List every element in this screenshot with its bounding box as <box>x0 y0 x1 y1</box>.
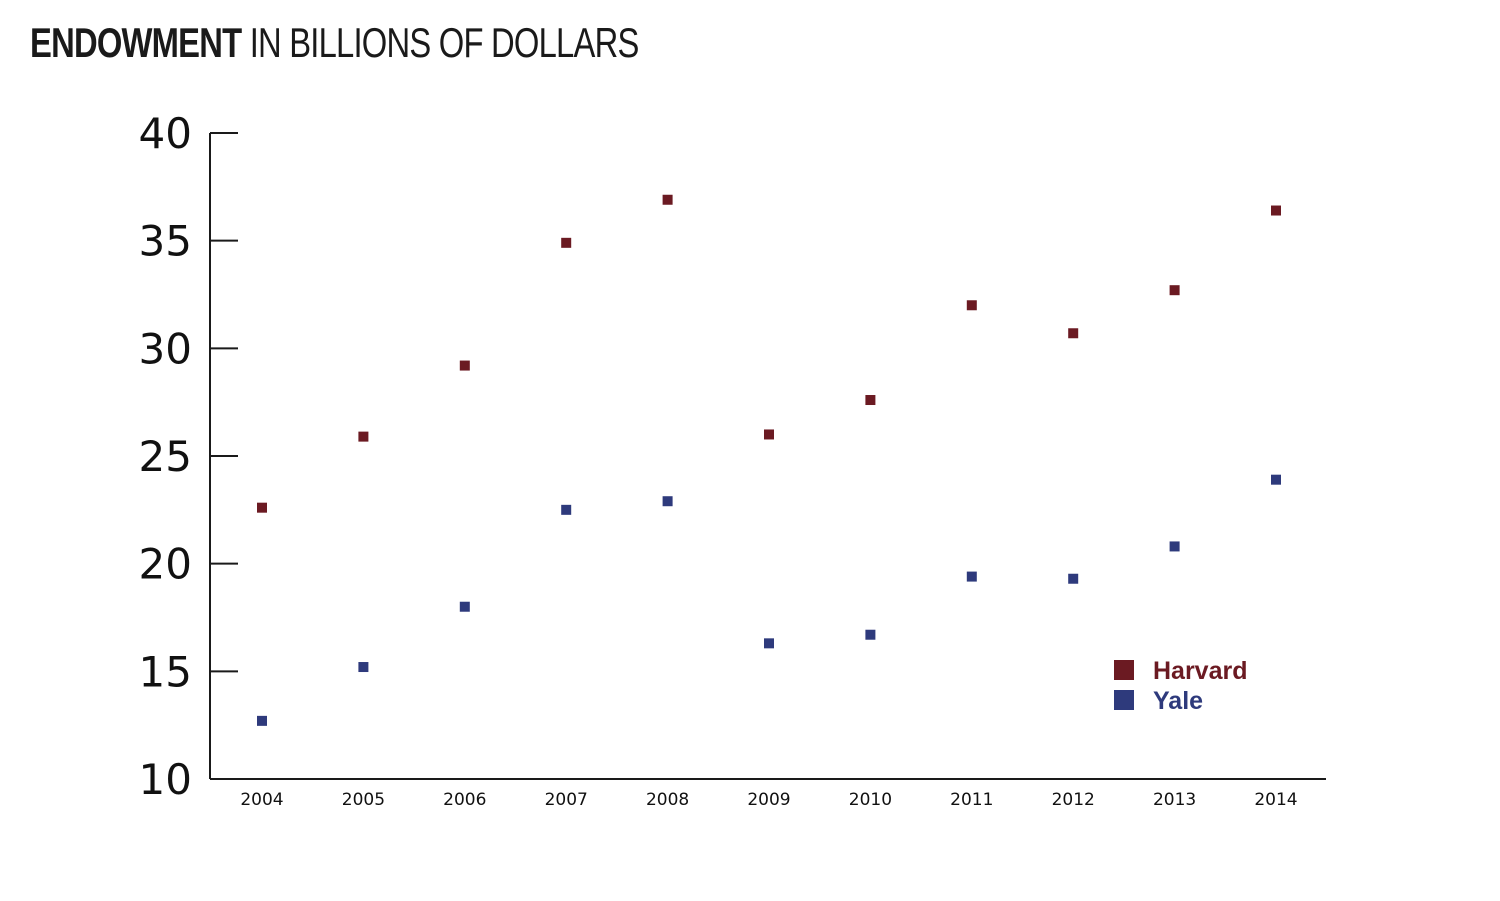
x-axis-ticks: 2004 2005 2006 2007 2008 2009 2010 2011 2012 2013… <box>240 790 1297 810</box>
x-tick-label: 2010 <box>849 790 892 810</box>
x-tick-label: 2013 <box>1153 790 1196 810</box>
y-tick-label: 15 <box>139 647 192 696</box>
yale-point <box>865 629 876 640</box>
harvard-point <box>1068 328 1079 339</box>
yale-point <box>764 638 774 649</box>
y-tick-label: 35 <box>139 217 192 266</box>
harvard-point <box>1271 205 1281 216</box>
harvard-point <box>1169 285 1180 296</box>
y-axis-ticks: 10 15 20 25 30 35 40 <box>139 109 238 804</box>
x-tick-label: 2005 <box>342 790 385 810</box>
harvard-point <box>257 502 267 513</box>
harvard-point <box>459 360 470 371</box>
harvard-point <box>764 429 774 440</box>
x-tick-label: 2007 <box>545 790 588 810</box>
y-tick-label: 20 <box>139 540 192 589</box>
yale-point <box>966 571 977 582</box>
data-points <box>257 194 1281 726</box>
yale-point <box>1271 474 1281 485</box>
yale-point <box>358 662 369 673</box>
harvard-point <box>662 194 673 205</box>
harvard-point <box>561 237 572 248</box>
yale-point <box>1169 541 1180 552</box>
yale-point <box>662 496 673 507</box>
x-tick-label: 2012 <box>1052 790 1095 810</box>
yale-point <box>459 601 470 612</box>
y-tick-label: 40 <box>139 109 192 158</box>
x-tick-label: 2006 <box>443 790 486 810</box>
y-tick-label: 25 <box>139 432 192 481</box>
x-tick-label: 2011 <box>950 790 993 810</box>
harvard-point <box>865 395 876 406</box>
harvard-point <box>966 300 977 311</box>
y-tick-label: 10 <box>139 755 192 804</box>
chart-title-bold: ENDOWMENT <box>30 19 242 66</box>
legend-label-yale: Yale <box>1153 687 1203 715</box>
x-tick-label: 2009 <box>747 790 790 810</box>
chart-title: ENDOWMENT IN BILLIONS OF DOLLARS <box>30 22 639 64</box>
yale-point <box>1068 573 1079 584</box>
legend-label-harvard: Harvard <box>1153 657 1248 685</box>
x-tick-label: 2008 <box>646 790 689 810</box>
chart-title-rest: IN BILLIONS OF DOLLARS <box>249 19 640 66</box>
yale-point <box>257 715 267 726</box>
legend-swatch-yale <box>1114 690 1134 710</box>
x-tick-label: 2014 <box>1254 790 1297 810</box>
legend-swatch-harvard <box>1114 660 1134 680</box>
harvard-point <box>358 431 369 442</box>
y-tick-label: 30 <box>139 324 192 373</box>
yale-point <box>561 504 572 515</box>
x-tick-label: 2004 <box>240 790 283 810</box>
